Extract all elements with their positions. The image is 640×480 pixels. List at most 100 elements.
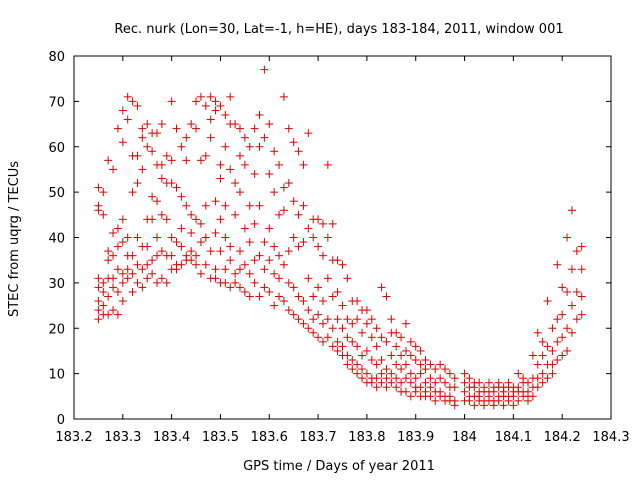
data-point xyxy=(133,260,142,269)
data-point xyxy=(318,297,327,306)
data-point xyxy=(514,369,523,378)
data-point xyxy=(231,278,240,287)
data-point xyxy=(167,179,176,188)
data-point xyxy=(416,346,425,355)
data-point xyxy=(260,65,269,74)
data-point xyxy=(294,242,303,251)
data-point xyxy=(299,160,308,169)
data-point xyxy=(387,351,396,360)
data-point xyxy=(192,260,201,269)
data-point xyxy=(113,310,122,319)
data-point xyxy=(489,401,498,410)
data-point xyxy=(299,201,308,210)
x-axis: 183.2 183.3 183.4 183.5 183.6 183.7 183.8 183.9… xyxy=(55,56,630,445)
data-point xyxy=(533,374,542,383)
data-point xyxy=(128,188,137,197)
data-point xyxy=(250,256,259,265)
data-point xyxy=(235,247,244,256)
data-point xyxy=(382,365,391,374)
data-point xyxy=(572,247,581,256)
data-point xyxy=(133,179,142,188)
data-point xyxy=(99,188,108,197)
data-point xyxy=(152,233,161,242)
data-point xyxy=(353,315,362,324)
data-point xyxy=(157,274,166,283)
data-point xyxy=(382,383,391,392)
data-point xyxy=(421,356,430,365)
data-point xyxy=(167,97,176,106)
data-point xyxy=(411,374,420,383)
data-point xyxy=(118,238,127,247)
data-point xyxy=(504,396,513,405)
data-point xyxy=(362,369,371,378)
data-point xyxy=(221,142,230,151)
data-point xyxy=(270,147,279,156)
data-point xyxy=(216,215,225,224)
data-point xyxy=(138,133,147,142)
data-point xyxy=(392,383,401,392)
x-tick-label: 183.7 xyxy=(299,430,336,445)
data-point xyxy=(528,351,537,360)
data-point xyxy=(201,233,210,242)
data-point xyxy=(426,374,435,383)
data-point xyxy=(450,374,459,383)
data-point xyxy=(94,315,103,324)
data-point xyxy=(284,247,293,256)
data-point xyxy=(309,292,318,301)
data-point xyxy=(123,115,132,124)
data-point xyxy=(553,356,562,365)
data-point xyxy=(543,297,552,306)
x-tick-label: 184.2 xyxy=(544,430,581,445)
data-point xyxy=(172,183,181,192)
data-point xyxy=(250,169,259,178)
data-point xyxy=(250,278,259,287)
data-point xyxy=(382,337,391,346)
data-point xyxy=(558,351,567,360)
data-point xyxy=(172,124,181,133)
data-point xyxy=(255,110,264,119)
data-point xyxy=(343,333,352,342)
data-point xyxy=(94,274,103,283)
data-point xyxy=(196,238,205,247)
data-point xyxy=(514,396,523,405)
data-point xyxy=(128,97,137,106)
data-point xyxy=(436,360,445,369)
data-point xyxy=(99,301,108,310)
data-point xyxy=(333,287,342,296)
data-point xyxy=(109,306,118,315)
data-point xyxy=(309,315,318,324)
data-point xyxy=(270,301,279,310)
data-point xyxy=(265,120,274,129)
data-point xyxy=(270,269,279,278)
data-point xyxy=(475,378,484,387)
data-point xyxy=(328,292,337,301)
y-axis-label: STEC from uqrg / TECUs xyxy=(7,161,22,317)
data-point xyxy=(421,378,430,387)
data-point xyxy=(387,378,396,387)
data-point xyxy=(226,256,235,265)
data-point xyxy=(538,369,547,378)
data-point xyxy=(401,319,410,328)
data-point xyxy=(172,265,181,274)
data-point xyxy=(235,188,244,197)
data-point xyxy=(572,287,581,296)
data-point xyxy=(113,242,122,251)
data-point xyxy=(323,160,332,169)
data-point xyxy=(148,192,157,201)
data-point xyxy=(260,238,269,247)
data-point xyxy=(182,133,191,142)
data-point xyxy=(367,315,376,324)
data-point xyxy=(216,101,225,110)
data-point xyxy=(245,238,254,247)
data-point xyxy=(333,256,342,265)
data-point xyxy=(401,387,410,396)
data-point xyxy=(548,324,557,333)
data-point xyxy=(99,287,108,296)
data-point xyxy=(304,129,313,138)
data-point xyxy=(192,124,201,133)
data-point xyxy=(314,333,323,342)
data-point xyxy=(128,269,137,278)
data-point xyxy=(431,378,440,387)
data-point xyxy=(314,215,323,224)
